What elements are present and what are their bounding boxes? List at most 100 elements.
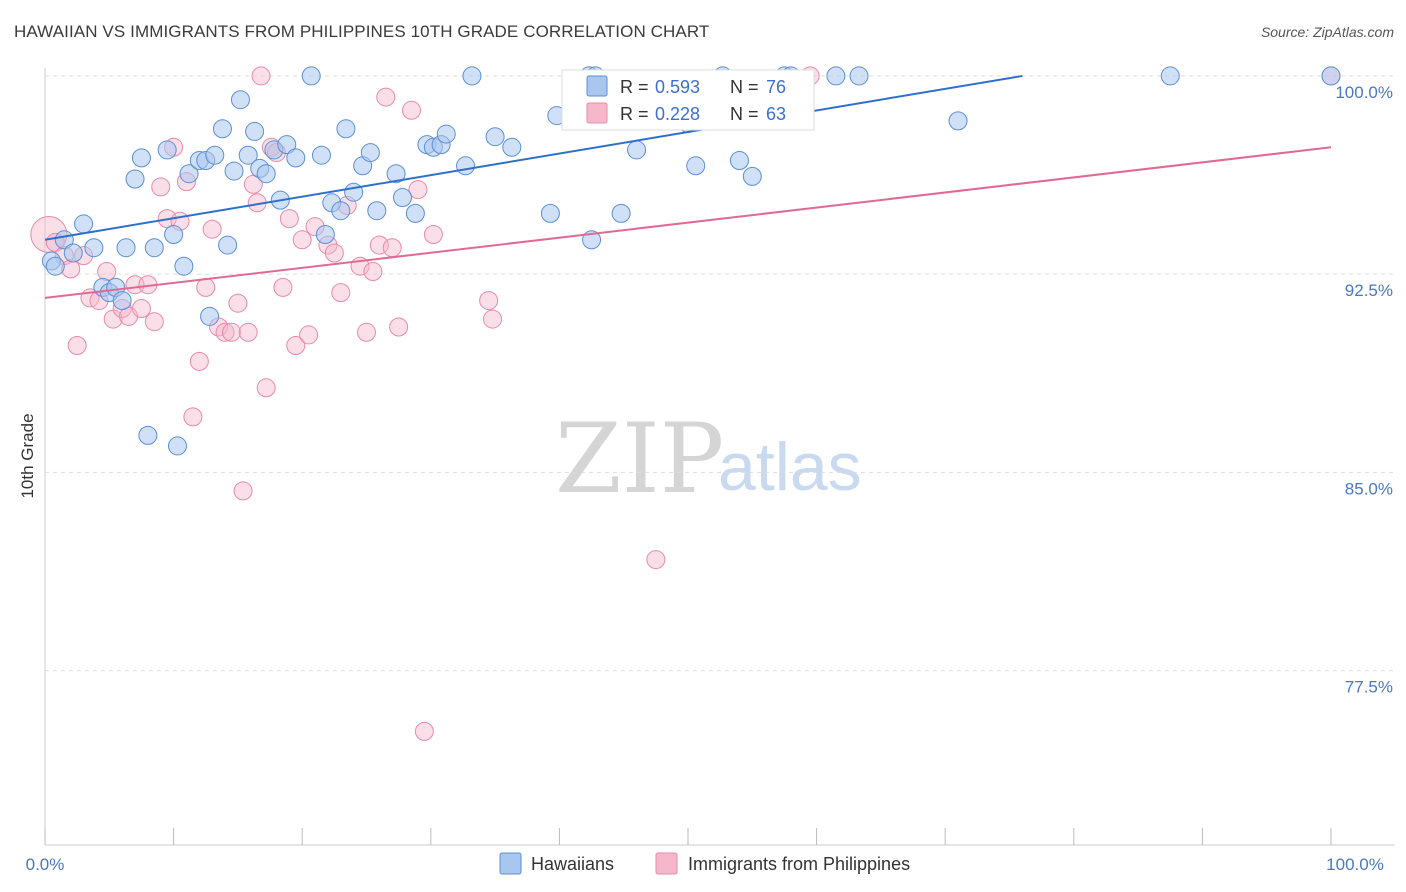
philippines-point <box>479 291 499 311</box>
bottom-legend-hawaiians: Hawaiians <box>531 854 614 874</box>
trend-lines <box>44 74 1332 299</box>
hawaiians-point <box>157 140 177 160</box>
philippines-point <box>363 262 383 281</box>
philippines-point <box>61 259 81 279</box>
hawaiians-point <box>138 425 158 445</box>
watermark-atlas: atlas <box>718 429 862 505</box>
hawaiians-point <box>125 169 145 189</box>
hawaiians-point <box>502 137 522 157</box>
y-tick-labels: 100.0% 92.5% 85.0% 77.5% <box>1335 83 1393 697</box>
legend-n-label-1: N = <box>730 77 759 97</box>
hawaiians-point <box>116 238 136 258</box>
y-axis-title: 10th Grade <box>18 413 37 498</box>
philippines-point <box>279 209 299 229</box>
hawaiians-point <box>205 145 225 165</box>
bottom-legend-swatch-hawaiians <box>499 852 522 875</box>
hawaiians-point <box>112 291 132 311</box>
hawaiians-point <box>540 203 560 223</box>
hawaiians-point <box>212 119 232 139</box>
philippines-point <box>215 322 235 342</box>
hawaiians-point <box>238 145 258 165</box>
philippines-point <box>273 277 293 297</box>
legend-n-label-2: N = <box>730 104 759 124</box>
legend-n-value-1: 76 <box>766 77 786 97</box>
philippines-point <box>196 277 216 297</box>
hawaiians-point <box>485 127 505 147</box>
hawaiians-point <box>686 156 706 176</box>
hawaiians-point <box>849 66 869 86</box>
x-ticks <box>44 828 1332 845</box>
philippines-point <box>131 299 151 318</box>
hawaiians-trend-line <box>44 74 1023 241</box>
philippines-point <box>414 721 434 741</box>
hawaiians-point <box>826 66 846 86</box>
hawaiians-point <box>611 203 631 223</box>
philippines-point <box>483 309 503 329</box>
philippines-point <box>382 238 402 258</box>
y-tick-label: 77.5% <box>1345 678 1393 697</box>
philippines-point <box>646 550 666 570</box>
hawaiians-point <box>1160 66 1180 86</box>
x-tick-label-min: 0.0% <box>26 855 65 874</box>
watermark-zip: ZIP <box>555 403 724 515</box>
legend-r-value-2: 0.228 <box>655 104 700 124</box>
hawaiians-point <box>311 145 331 165</box>
axes <box>44 68 1395 846</box>
x-tick-label-max: 100.0% <box>1326 855 1384 874</box>
philippines-point <box>292 230 312 250</box>
hawaiians-point <box>277 135 297 155</box>
watermark: ZIP atlas <box>555 403 862 515</box>
grid-lines <box>45 75 1395 672</box>
hawaiians-point <box>256 164 276 184</box>
legend-swatch-hawaiians <box>586 75 608 97</box>
hawaiians-point <box>405 203 425 223</box>
philippines-point <box>331 283 351 303</box>
hawaiians-point <box>456 156 476 176</box>
hawaiians-point <box>386 164 406 184</box>
philippines-point <box>408 180 428 200</box>
hawaiians-point <box>167 436 187 456</box>
hawaiians-point <box>462 66 482 86</box>
chart-title: HAWAIIAN VS IMMIGRANTS FROM PHILIPPINES … <box>14 22 710 41</box>
hawaiians-point <box>179 164 199 184</box>
hawaiians-point <box>174 256 194 276</box>
hawaiians-point <box>224 161 244 181</box>
philippines-point <box>402 100 422 120</box>
hawaiians-point <box>301 66 321 86</box>
y-tick-label: 85.0% <box>1345 479 1393 498</box>
legend-swatch-philippines <box>586 102 608 124</box>
hawaiians-point <box>729 151 749 170</box>
hawaiians-point <box>331 201 351 221</box>
y-tick-label: 100.0% <box>1335 83 1393 102</box>
hawaiians-point <box>230 90 250 110</box>
philippines-trend-line <box>44 146 1332 299</box>
hawaiians-point <box>436 124 456 144</box>
hawaiians-point <box>360 143 380 163</box>
philippines-point <box>97 262 117 281</box>
philippines-point <box>423 225 443 244</box>
hawaiians-point <box>74 214 94 234</box>
philippines-point <box>233 481 253 501</box>
source-credit: Source: ZipAtlas.com <box>1260 24 1394 40</box>
hawaiians-point <box>336 119 356 139</box>
hawaiians-point <box>315 225 335 244</box>
hawaiians-point <box>164 225 184 244</box>
legend-n-value-2: 63 <box>766 104 786 124</box>
bottom-legend-swatch-philippines <box>655 852 678 875</box>
hawaiians-point <box>218 235 238 255</box>
hawaiians-point <box>144 238 164 258</box>
philippines-point <box>183 407 203 427</box>
legend-r-label-2: R = <box>620 104 649 124</box>
philippines-point <box>256 378 276 398</box>
philippines-point <box>357 322 376 342</box>
hawaiians-point <box>627 140 647 160</box>
hawaiians-point <box>344 182 364 202</box>
philippines-point <box>389 317 409 337</box>
hawaiians-point <box>63 243 83 263</box>
hawaiians-point <box>286 148 306 168</box>
stats-legend: R = 0.593 N = 76 R = 0.228 N = 63 <box>561 69 815 131</box>
philippines-point <box>376 87 396 107</box>
philippines-point <box>251 66 271 86</box>
philippines-point <box>324 243 344 263</box>
